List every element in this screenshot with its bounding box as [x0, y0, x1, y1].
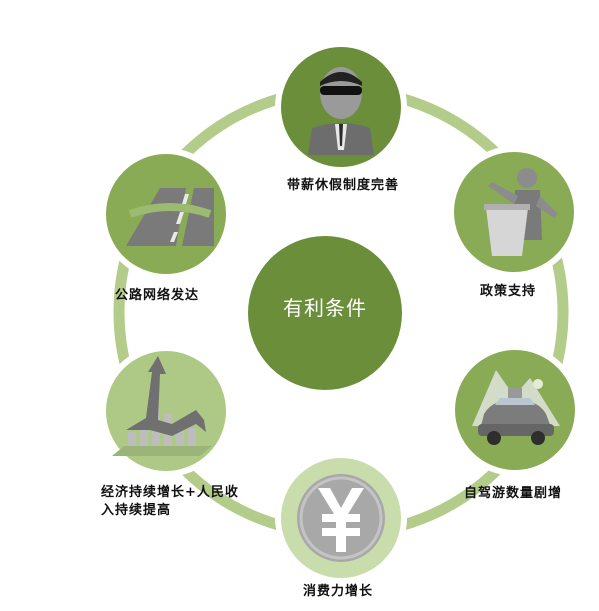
label-paid-leave: 带薪休假制度完善	[287, 178, 400, 193]
label-self-drive: 自驾游数量剧增	[464, 486, 563, 501]
road-icon	[126, 188, 214, 246]
businessman-sunglasses-icon	[308, 67, 374, 155]
growth-bar-chart-icon	[112, 356, 212, 456]
node-self-drive	[449, 344, 581, 476]
node-economy	[100, 345, 232, 477]
label-roads: 公路网络发达	[115, 288, 200, 303]
node-consumption	[275, 452, 407, 584]
speaker-podium-icon	[484, 168, 558, 256]
label-economy: 经济持续增长+人民收入持续提高	[101, 485, 239, 518]
center-label: 有利条件	[283, 296, 367, 320]
label-policy: 政策支持	[480, 284, 537, 299]
yen-coin-icon	[297, 474, 385, 562]
node-roads	[100, 148, 232, 280]
node-policy	[448, 146, 580, 278]
center-circle	[248, 236, 402, 390]
label-consumption: 消费力增长	[303, 584, 374, 599]
node-paid-leave	[275, 41, 407, 173]
car-icon	[472, 370, 560, 445]
